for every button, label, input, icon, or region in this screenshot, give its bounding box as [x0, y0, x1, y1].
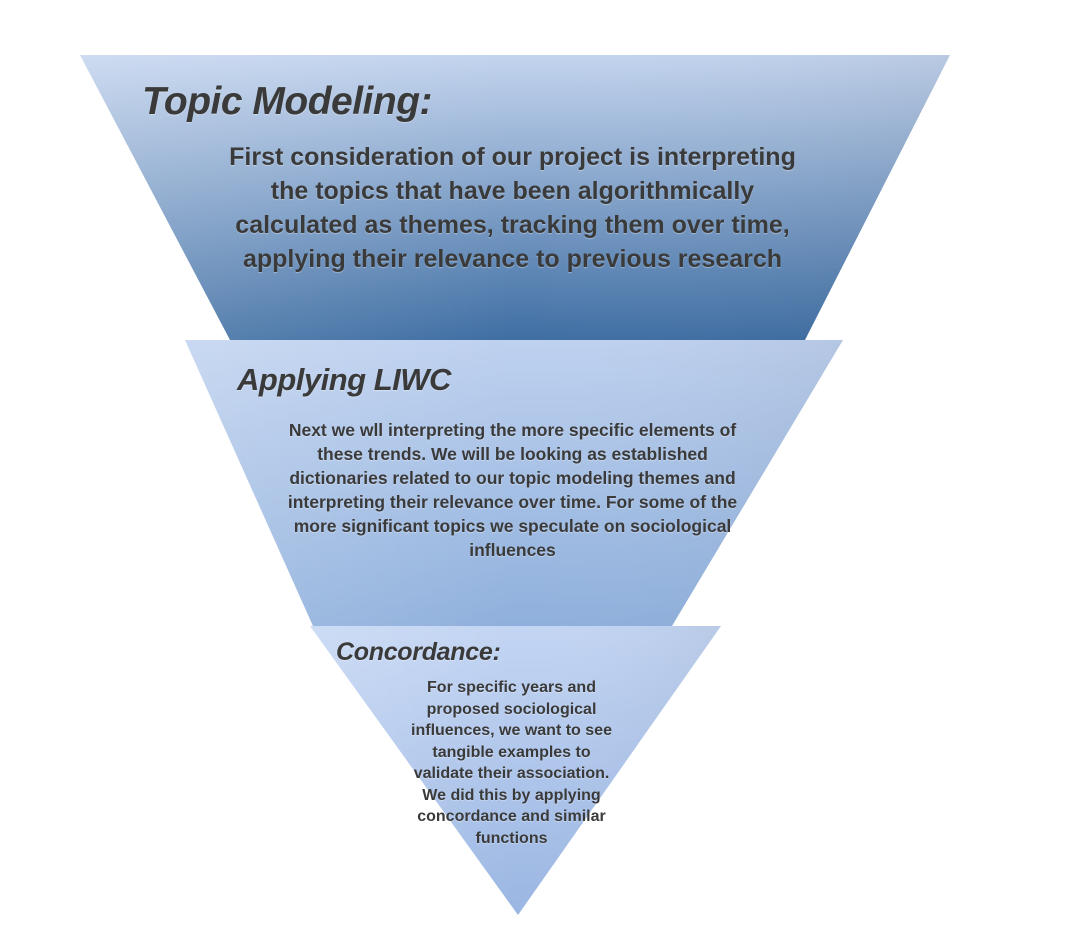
tier-1-title: Topic Modeling: [142, 80, 433, 123]
tier-1-description: First consideration of our project is in… [229, 143, 796, 273]
tier-2-description: Next we wll interpreting the more specif… [287, 420, 738, 560]
funnel-tier-1-shine [80, 55, 950, 340]
funnel-tier-2-shine [185, 340, 843, 626]
funnel-tier-3-shine [310, 626, 721, 915]
tier-2-title: Applying LIWC [237, 362, 451, 397]
tier-3-description: For specific years and proposed sociolog… [411, 679, 612, 847]
tier-3-title: Concordance: [336, 638, 501, 666]
